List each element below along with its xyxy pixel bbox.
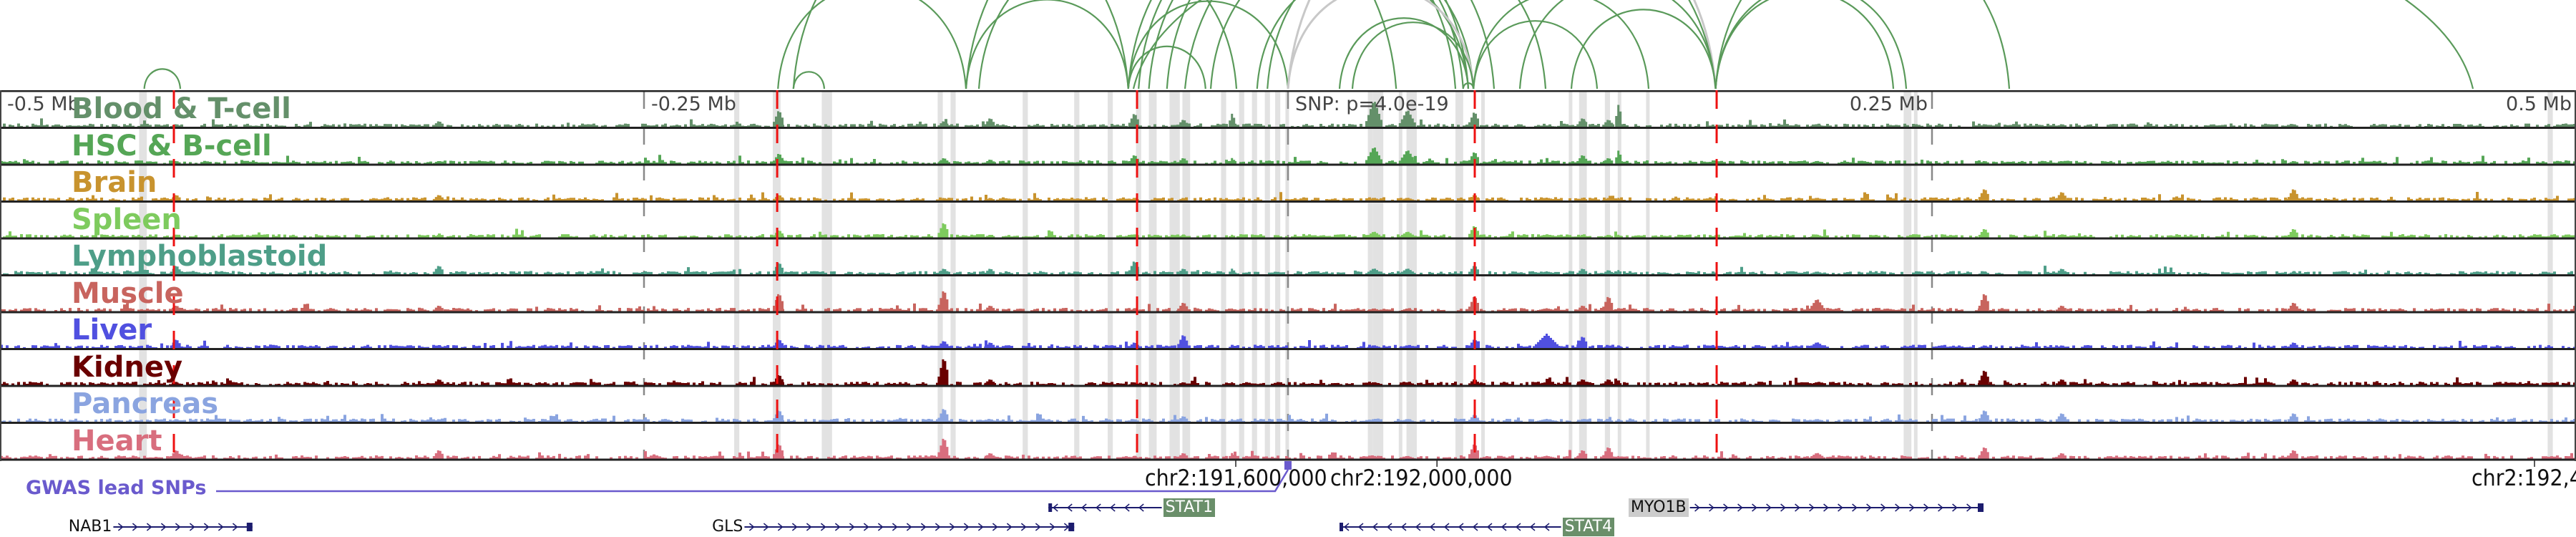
track-label: Kidney bbox=[72, 350, 183, 384]
loop-arc bbox=[1714, 0, 1908, 90]
gwas-track-label: GWAS lead SNPs bbox=[26, 477, 207, 499]
gene-label[interactable]: STAT4 bbox=[1562, 518, 1615, 536]
loop-arc bbox=[1209, 0, 1475, 90]
loop-arc bbox=[1570, 9, 1717, 90]
loop-arc bbox=[1714, 0, 1895, 90]
loop-arc bbox=[965, 0, 1397, 90]
loop-arc bbox=[792, 0, 1129, 90]
loop-arc bbox=[965, 0, 1129, 90]
signal-track bbox=[3, 223, 2576, 238]
track-label: HSC & B-cell bbox=[72, 129, 272, 163]
coordinate-label: chr2:192,000,000 bbox=[1330, 465, 1513, 491]
loop-arc bbox=[792, 71, 826, 90]
signal-track bbox=[0, 291, 2576, 311]
track-label: Liver bbox=[72, 314, 152, 347]
track-label: Brain bbox=[72, 166, 157, 199]
signal-track bbox=[3, 102, 2576, 127]
axis-label: SNP: p=4.0e-19 bbox=[1295, 93, 1449, 115]
loop-arc bbox=[1267, 0, 1547, 90]
loop-arc bbox=[1127, 0, 1289, 90]
loop-arc bbox=[1338, 17, 1470, 90]
loop-arc bbox=[1287, 0, 1475, 90]
gene-label[interactable]: STAT1 bbox=[1163, 498, 1216, 517]
loop-arc bbox=[1132, 0, 2474, 90]
signal-track bbox=[0, 334, 2576, 349]
axis-label: 0.5 Mb bbox=[2506, 93, 2572, 115]
loop-arc bbox=[1714, 0, 2011, 90]
chromatin-loop-arcs bbox=[143, 0, 2474, 90]
gene-model[interactable] bbox=[1689, 503, 1984, 512]
loop-arc bbox=[1351, 21, 1475, 90]
gene-label[interactable]: GLS bbox=[712, 518, 743, 536]
signal-tracks-panel: -0.5 Mb -0.25 Mb SNP: p=4.0e-19 0.25 Mb 0.5 … bbox=[0, 90, 2576, 461]
track-label: Heart bbox=[72, 424, 162, 458]
gene-model[interactable] bbox=[1340, 523, 1561, 531]
loop-arc bbox=[1127, 0, 1457, 90]
signal-track bbox=[3, 189, 2576, 201]
gene-annotation-canvas bbox=[113, 460, 2535, 531]
signal-track bbox=[0, 147, 2576, 164]
coordinate-label: chr2:192,400,000 bbox=[2472, 465, 2576, 491]
signal-track bbox=[3, 261, 2573, 275]
loop-arc bbox=[1184, 0, 1717, 90]
track-label: Pancreas bbox=[72, 387, 219, 420]
loop-arc bbox=[1518, 0, 1717, 90]
loop-arc bbox=[977, 0, 1238, 90]
gene-model[interactable] bbox=[113, 523, 253, 531]
signal-track bbox=[0, 409, 2576, 422]
loop-arc bbox=[1127, 45, 1206, 90]
loop-arc bbox=[1287, 0, 1717, 90]
loop-arc bbox=[777, 0, 967, 90]
signal-track bbox=[0, 438, 2576, 459]
coordinate-label: chr2:191,600,000 bbox=[1145, 465, 1327, 491]
track-label: Muscle bbox=[72, 276, 184, 310]
axis-label: 0.25 Mb bbox=[1849, 93, 1928, 115]
gene-label[interactable]: NAB1 bbox=[68, 518, 112, 536]
track-label: Blood & T-cell bbox=[72, 92, 291, 125]
loop-arc bbox=[1256, 0, 1470, 90]
track-label: Lymphoblastoid bbox=[72, 240, 328, 273]
gene-model[interactable] bbox=[744, 523, 1075, 531]
loop-arc bbox=[1473, 20, 1599, 90]
gwas-snp-marker[interactable] bbox=[1284, 461, 1292, 470]
loop-arc bbox=[1473, 0, 1650, 90]
axis-label: -0.25 Mb bbox=[651, 93, 736, 115]
gene-label[interactable]: MYO1B bbox=[1628, 498, 1689, 517]
signal-tracks-canvas bbox=[0, 90, 2576, 461]
track-label: Spleen bbox=[72, 203, 182, 236]
gene-model[interactable] bbox=[1048, 503, 1162, 512]
loop-arc bbox=[1148, 0, 1464, 90]
axis-label: -0.5 Mb bbox=[7, 93, 80, 115]
gwas-connector-line bbox=[216, 469, 1289, 493]
loop-arc bbox=[143, 68, 182, 90]
